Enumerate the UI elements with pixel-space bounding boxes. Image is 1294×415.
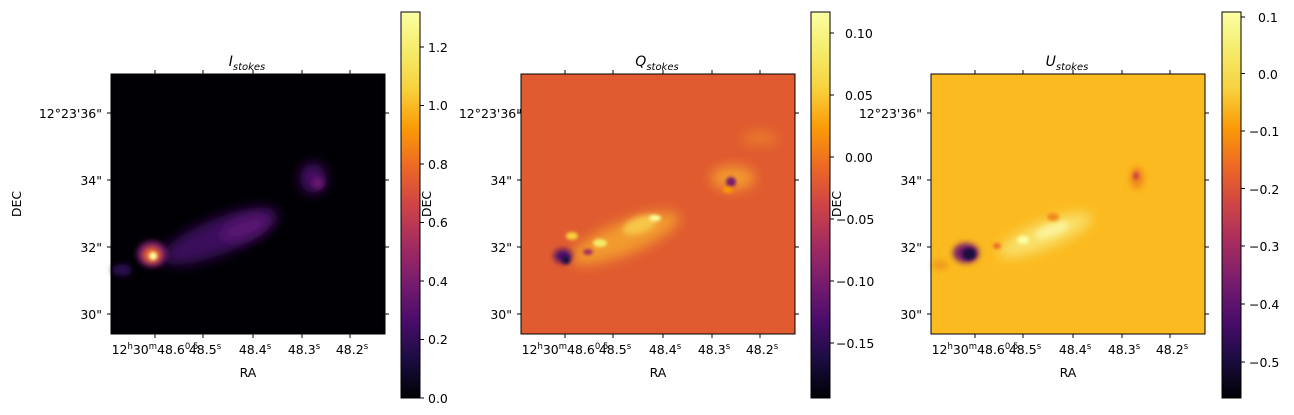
panel-q-colorbar <box>810 11 831 399</box>
colorbar-tick-label: 0.05 <box>845 88 873 103</box>
panel-i-title-sub: stokes <box>233 62 265 73</box>
x-tick-label: 48.3s <box>1108 342 1141 357</box>
panel-q-xtick-labels: 12h30m48.60.5 48.5s 48.4s 48.3s 48.2s <box>522 342 779 357</box>
colorbar-tick-label: 0.2 <box>428 332 448 347</box>
panel-u-colorbar-labels: 0.1 0.0 −0.1 −0.2 −0.3 −0.4 −0.5 <box>1249 10 1279 370</box>
panel-i-frame <box>110 73 386 335</box>
panel-u-emission <box>932 167 1144 270</box>
panel-u-title: Ustokes <box>1046 54 1089 73</box>
panel-q-xticks <box>564 70 761 338</box>
panel-i: Istokes 12h30m48.60.5 48.5s 48.4s 48.3s <box>9 11 448 406</box>
x-tick-label: 48.3s <box>698 342 731 357</box>
panel-q-ylabel: DEC <box>419 191 434 218</box>
x-tick-label: 48.5s <box>1009 342 1042 357</box>
x-tick-label: 48.2s <box>336 342 369 357</box>
panel-u-xtick-labels: 12h30m48.60.5 48.5s 48.4s 48.3s 48.2s <box>932 342 1189 357</box>
colorbar-tick-label: −0.4 <box>1249 297 1279 312</box>
colorbar-tick-label: 1.0 <box>428 98 448 113</box>
panel-i-ylabel: DEC <box>9 191 24 218</box>
panel-u-xlabel: RA <box>1060 365 1077 380</box>
panel-u-frame <box>930 73 1206 335</box>
panel-i-emission <box>112 163 326 276</box>
y-tick-label: 12°23'36" <box>459 106 522 121</box>
colorbar-tick-label: 0.0 <box>428 391 448 406</box>
x-tick-label: 48.4s <box>239 342 272 357</box>
colorbar-tick-label: 0.1 <box>1258 10 1278 25</box>
panel-i-yticks <box>107 112 389 315</box>
panel-q: Qstokes 12h30m48.60.5 48.5s <box>419 11 874 399</box>
panel-i-colorbar <box>400 11 421 399</box>
x-tick-label: 48.2s <box>1156 342 1189 357</box>
colorbar-tick-label: −0.10 <box>836 274 874 289</box>
panel-q-emission <box>554 131 778 265</box>
panel-i-xtick-labels: 12h30m48.60.5 48.5s 48.4s 48.3s 48.2s <box>112 342 369 357</box>
colorbar-tick-label: −0.5 <box>1249 355 1279 370</box>
x-tick-label: 48.4s <box>649 342 682 357</box>
x-tick-label: 48.5s <box>189 342 222 357</box>
y-tick-label: 34" <box>490 173 512 188</box>
panel-q-title: Qstokes <box>635 54 678 73</box>
panel-i-image-bg <box>111 74 385 334</box>
x-tick-label: 12h30m48.60.5 <box>932 342 1019 357</box>
panel-q-colorbar-labels: 0.10 0.05 0.00 −0.05 −0.10 −0.15 <box>836 26 874 351</box>
y-tick-label: 32" <box>900 240 922 255</box>
panel-q-title-sub: stokes <box>646 62 678 73</box>
y-tick-label: 30" <box>490 307 512 322</box>
colorbar-tick-label: −0.1 <box>1249 124 1279 139</box>
y-tick-label: 34" <box>900 173 922 188</box>
y-tick-label: 30" <box>900 307 922 322</box>
colorbar-tick-label: 1.2 <box>428 40 448 55</box>
x-tick-label: 48.4s <box>1059 342 1092 357</box>
panel-u-title-main: U <box>1046 54 1056 70</box>
y-tick-label: 32" <box>490 240 512 255</box>
panel-i-ytick-labels: 12°23'36" 34" 32" 30" <box>39 106 102 322</box>
panel-i-xticks <box>154 70 351 338</box>
panel-q-xlabel: RA <box>650 365 667 380</box>
panel-q-yticks <box>517 112 799 315</box>
panel-i-colorbar-ticks <box>420 46 424 399</box>
colorbar-tick-label: 0.0 <box>1258 67 1278 82</box>
colorbar-tick-label: 0.8 <box>428 157 448 172</box>
panel-i-colorbar-labels: 0.0 0.2 0.4 0.6 0.8 1.0 1.2 <box>428 40 448 406</box>
panel-q-image-bg <box>521 74 795 334</box>
x-tick-label: 12h30m48.60.5 <box>522 342 609 357</box>
panel-u: Ustokes 12h30m48.60.5 48.5s 48.4s <box>829 10 1279 399</box>
colorbar-tick-label: −0.3 <box>1249 239 1279 254</box>
colorbar-tick-label: −0.2 <box>1249 182 1279 197</box>
panel-i-xlabel: RA <box>240 365 257 380</box>
colorbar-tick-label: 0.6 <box>428 215 448 230</box>
panel-u-image-bg <box>931 74 1205 334</box>
colorbar-tick-label: −0.15 <box>836 336 874 351</box>
panel-i-title-main: I <box>229 54 233 70</box>
y-tick-label: 30" <box>80 307 102 322</box>
x-tick-label: 48.3s <box>288 342 321 357</box>
panel-q-frame <box>520 73 796 335</box>
y-tick-label: 34" <box>80 173 102 188</box>
colorbar-tick-label: 0.00 <box>845 150 873 165</box>
panel-u-title-sub: stokes <box>1056 62 1088 73</box>
panel-q-colorbar-ticks <box>830 32 834 344</box>
panel-q-title-main: Q <box>635 54 646 70</box>
panel-u-yticks <box>927 112 1209 315</box>
panel-u-ytick-labels: 12°23'36" 34" 32" 30" <box>859 106 922 322</box>
panel-i-title: Istokes <box>229 54 266 73</box>
colorbar-tick-label: −0.05 <box>836 212 874 227</box>
y-tick-label: 32" <box>80 240 102 255</box>
panel-u-ylabel: DEC <box>829 191 844 218</box>
y-tick-label: 12°23'36" <box>859 106 922 121</box>
panel-u-xticks <box>974 70 1171 338</box>
colorbar-tick-label: 0.10 <box>845 26 873 41</box>
x-tick-label: 48.5s <box>599 342 632 357</box>
colorbar-tick-label: 0.4 <box>428 274 448 289</box>
y-tick-label: 12°23'36" <box>39 106 102 121</box>
panel-u-colorbar-ticks <box>1241 16 1245 363</box>
x-tick-label: 48.2s <box>746 342 779 357</box>
x-tick-label: 12h30m48.60.5 <box>112 342 199 357</box>
panel-u-colorbar <box>1221 11 1242 399</box>
panel-q-ytick-labels: 12°23'36" 34" 32" 30" <box>459 106 522 322</box>
